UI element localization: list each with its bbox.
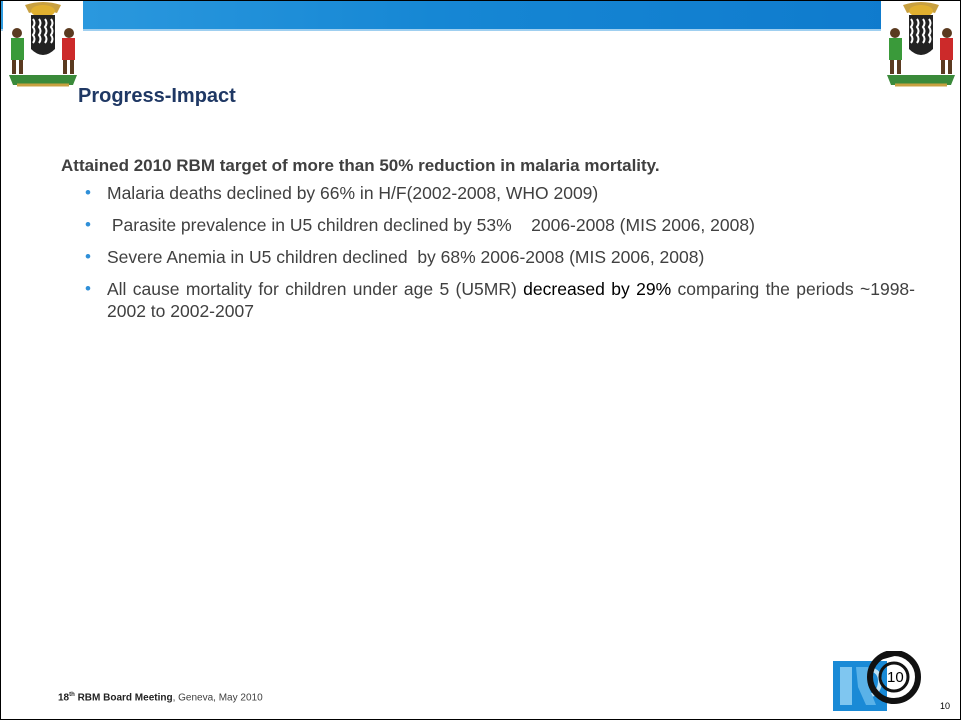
footer-ordinal-suffix: th: [69, 692, 75, 698]
rbm-logo-icon: [833, 651, 921, 711]
header-bar: [1, 1, 960, 29]
slide-title: Progress-Impact: [78, 85, 236, 107]
footer-location-date: , Geneva, May 2010: [172, 692, 263, 704]
page-number: 10: [940, 701, 951, 711]
header-bar-underline: [1, 29, 960, 31]
bullet-item-2: • Parasite prevalence in U5 children dec…: [85, 214, 915, 236]
footer-meeting: RBM Board Meeting: [74, 692, 173, 704]
lead-statement: Attained 2010 RBM target of more than 50…: [61, 156, 660, 175]
footer-ordinal: 18: [58, 692, 70, 704]
bullet-dot-icon: •: [85, 279, 91, 298]
coat-of-arms-right-icon: [881, 1, 960, 93]
bullet-highlight: decreased by 29%: [523, 279, 672, 299]
logo-number: 10: [887, 669, 904, 686]
footer-text: 18th RBM Board Meeting, Geneva, May 2010: [58, 692, 263, 703]
bullet-item-1: • Malaria deaths declined by 66% in H/F(…: [85, 182, 915, 204]
bullet-text: Malaria deaths declined by 66% in H/F(20…: [107, 183, 599, 203]
bullet-item-3: • Severe Anemia in U5 children declined …: [85, 246, 915, 268]
bullet-text: Severe Anemia in U5 children declined by…: [107, 247, 705, 267]
bullet-text-part: All cause mortality for children under a…: [107, 279, 524, 299]
bullet-item-4: • All cause mortality for children under…: [85, 278, 915, 322]
coat-of-arms-left-icon: [3, 1, 83, 93]
bullet-dot-icon: •: [85, 215, 91, 234]
bullet-dot-icon: •: [85, 247, 91, 266]
bullet-text-part: comparing the periods ~1998-2002 to 2002…: [107, 279, 915, 321]
bullet-text: Parasite prevalence in U5 children decli…: [107, 215, 755, 235]
bullet-list: • Malaria deaths declined by 66% in H/F(…: [85, 182, 915, 332]
bullet-dot-icon: •: [85, 183, 91, 202]
